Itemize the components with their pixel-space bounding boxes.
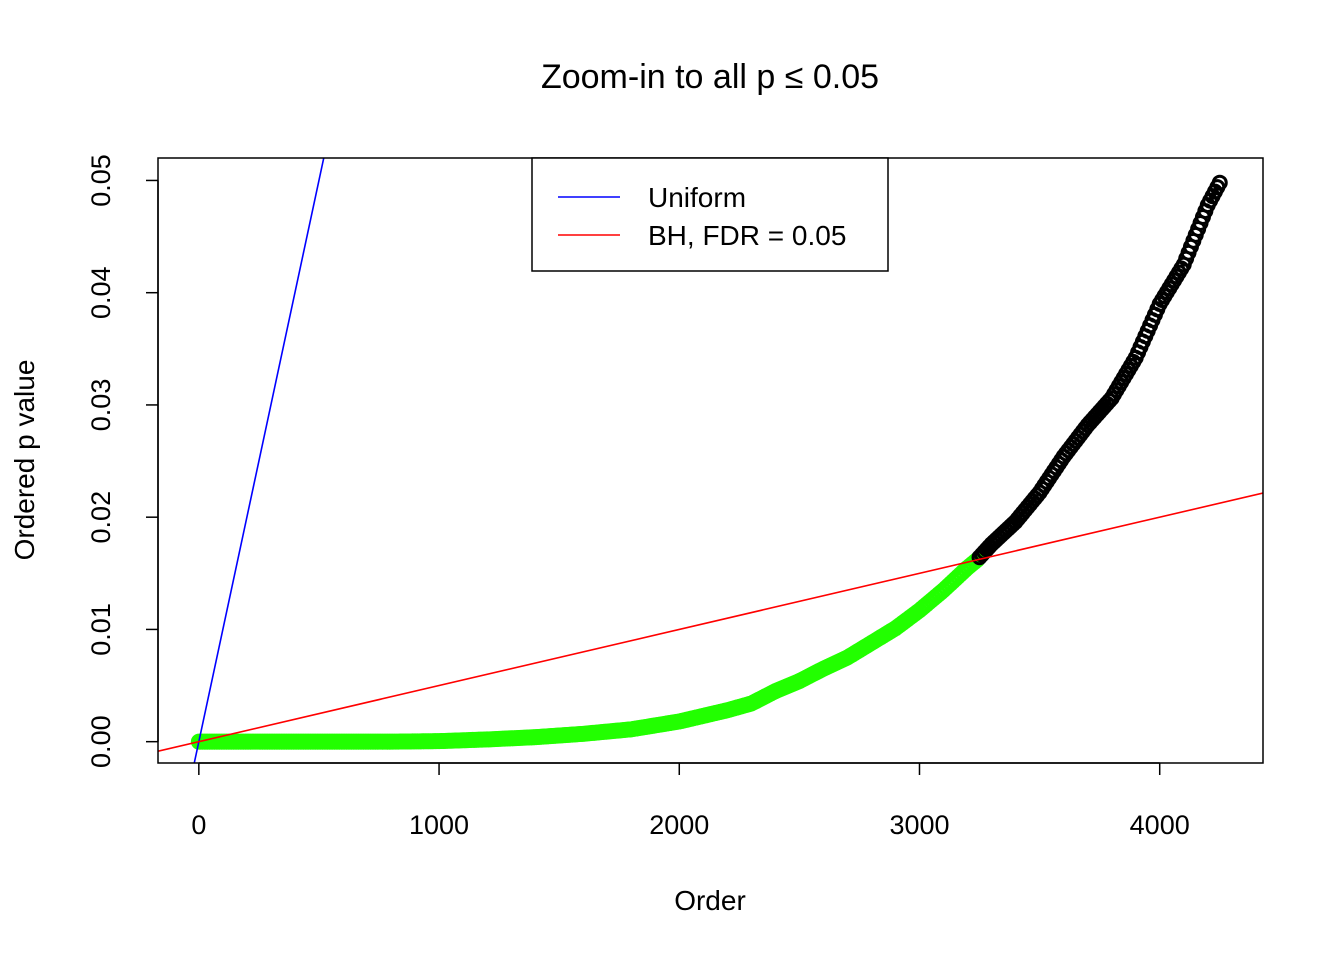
x-axis-title: Order [674,885,746,916]
data-points [190,174,1228,750]
chart-title: Zoom-in to all p ≤ 0.05 [541,58,879,96]
point-nonsignificant [1211,174,1228,191]
x-tick-label: 4000 [1130,810,1190,840]
y-axis-title: Ordered p value [9,360,40,561]
y-tick-label: 0.01 [86,603,116,656]
y-tick-label: 0.02 [86,491,116,544]
reference-lines [158,158,1263,763]
legend-bh-label: BH, FDR = 0.05 [648,220,846,251]
x-tick-label: 0 [191,810,206,840]
plot-area [158,158,1263,763]
x-tick-label: 2000 [649,810,709,840]
legend: Uniform BH, FDR = 0.05 [531,157,889,272]
y-tick-label: 0.04 [86,266,116,319]
x-axis: 0 1000 2000 3000 4000 [191,762,1190,840]
x-tick-label: 1000 [409,810,469,840]
y-tick-label: 0.03 [86,379,116,432]
legend-uniform-label: Uniform [648,182,746,213]
y-tick-label: 0.00 [86,715,116,768]
y-tick-label: 0.05 [86,154,116,207]
y-axis: 0.00 0.01 0.02 0.03 0.04 0.05 [86,154,159,768]
legend-box [531,157,889,272]
x-tick-label: 3000 [889,810,949,840]
bh-line [158,492,1263,752]
uniform-line [193,158,325,763]
